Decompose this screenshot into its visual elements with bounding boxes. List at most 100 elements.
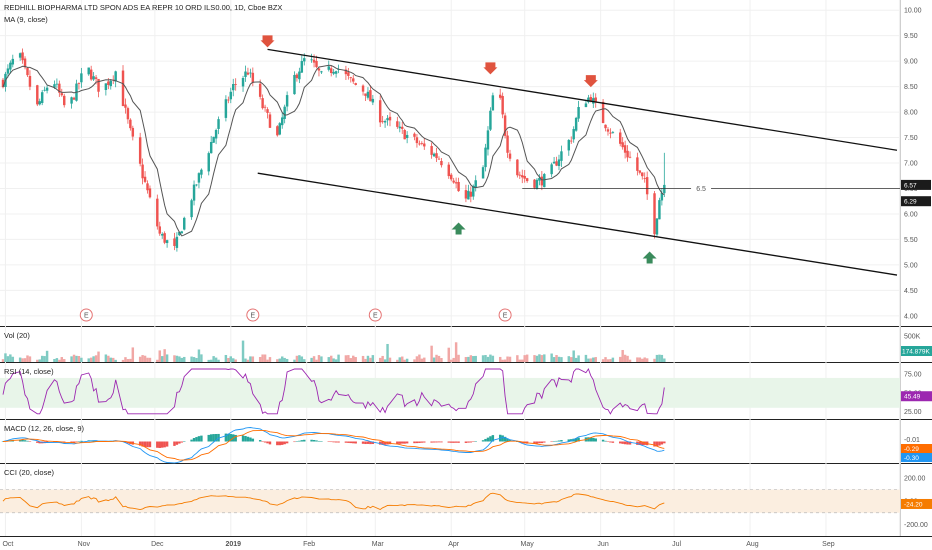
macd-histogram-bar bbox=[415, 441, 419, 444]
volume-bar bbox=[295, 355, 299, 362]
candle-body bbox=[574, 117, 578, 131]
volume-bar bbox=[229, 356, 233, 362]
macd-histogram-bar bbox=[261, 441, 264, 442]
macd-histogram-bar bbox=[653, 441, 656, 447]
volume-bar bbox=[398, 357, 402, 362]
macd-histogram-bar bbox=[200, 435, 203, 442]
candle-body bbox=[104, 83, 108, 90]
volume-bar bbox=[638, 357, 642, 362]
macd-histogram-bar bbox=[369, 441, 372, 445]
candle-body bbox=[173, 238, 176, 246]
candle-body bbox=[454, 182, 458, 184]
candle-body bbox=[329, 68, 333, 73]
candle-body bbox=[43, 89, 46, 91]
macd-histogram-bar bbox=[300, 440, 304, 442]
volume-bar bbox=[89, 357, 93, 362]
volume-bar bbox=[621, 349, 624, 362]
volume-bar bbox=[320, 356, 323, 362]
macd-histogram-bar bbox=[332, 441, 335, 443]
volume-bar bbox=[107, 355, 110, 362]
volume-bar bbox=[244, 358, 247, 362]
macd-histogram-bar bbox=[38, 441, 41, 444]
cci-line bbox=[2, 492, 665, 511]
candle-body bbox=[481, 167, 485, 179]
volume-bar bbox=[587, 358, 590, 362]
volume-bar bbox=[53, 358, 56, 362]
macd-histogram-bar bbox=[337, 441, 340, 443]
volume-bar bbox=[506, 356, 509, 362]
macd-histogram-bar bbox=[577, 437, 580, 442]
candle-body bbox=[180, 231, 184, 234]
candle-body bbox=[156, 198, 159, 227]
candle-body bbox=[557, 159, 561, 167]
macd-histogram-bar bbox=[234, 434, 237, 442]
volume-bar bbox=[347, 355, 350, 362]
volume-bar bbox=[403, 359, 406, 362]
volume-bar bbox=[214, 357, 218, 362]
candle-body bbox=[658, 200, 661, 220]
macd-histogram-bar bbox=[165, 441, 169, 447]
candle-body bbox=[643, 178, 646, 180]
volume-bar bbox=[415, 356, 419, 362]
macd-histogram-bar bbox=[469, 441, 473, 443]
candle-body bbox=[589, 97, 593, 102]
volume-bar bbox=[175, 355, 179, 362]
candle-body bbox=[131, 127, 135, 137]
macd-histogram-bar bbox=[663, 441, 666, 444]
time-axis-tick-label: May bbox=[521, 541, 535, 548]
candle-body bbox=[246, 72, 250, 75]
macd-histogram-bar bbox=[619, 441, 622, 444]
moving-average-line bbox=[2, 64, 665, 237]
macd-histogram-bar bbox=[474, 441, 477, 442]
volume-bar bbox=[23, 358, 27, 362]
candle-body bbox=[97, 78, 100, 92]
macd-histogram-bar bbox=[312, 439, 316, 442]
horizontal-level-label-background bbox=[691, 183, 712, 194]
macd-histogram-bar bbox=[178, 441, 181, 444]
volume-bar bbox=[369, 357, 372, 362]
price-axis-tick-label: 7.00 bbox=[904, 161, 918, 168]
macd-last-badge-background bbox=[901, 435, 932, 444]
macd-legend-label: MACD (12, 26, close, 9) bbox=[4, 424, 85, 433]
macd-histogram-bar bbox=[303, 439, 306, 442]
volume-bar bbox=[533, 355, 536, 362]
volume-bar bbox=[332, 358, 335, 362]
candle-body bbox=[28, 76, 32, 87]
macd-histogram-bar bbox=[276, 441, 279, 446]
volume-bar bbox=[447, 347, 450, 362]
volume-bar bbox=[9, 354, 12, 362]
price-axis-tick-label: 6.00 bbox=[904, 211, 918, 218]
candle-body bbox=[175, 236, 179, 248]
macd-histogram-bar bbox=[334, 441, 338, 443]
volume-bar bbox=[418, 354, 421, 362]
macd-histogram-bar bbox=[285, 441, 289, 444]
time-axis-tick-label: Oct bbox=[2, 541, 13, 548]
candle-body bbox=[77, 83, 81, 85]
candle-body bbox=[386, 118, 389, 121]
volume-bar bbox=[232, 358, 235, 362]
macd-histogram-bar bbox=[124, 441, 127, 443]
volume-bar bbox=[501, 359, 504, 362]
macd-histogram-bar bbox=[295, 441, 299, 442]
macd-histogram-bar bbox=[354, 441, 357, 444]
volume-bar bbox=[212, 356, 215, 362]
candle-body bbox=[232, 84, 235, 91]
candle-body bbox=[320, 71, 323, 73]
volume-bar bbox=[36, 359, 39, 362]
macd-histogram-bar bbox=[366, 441, 370, 444]
macd-histogram-bar bbox=[440, 441, 443, 443]
candle-body bbox=[489, 110, 492, 130]
volume-bar bbox=[489, 354, 492, 362]
macd-histogram-bar bbox=[405, 441, 409, 444]
macd-last-badge: -0.29 bbox=[904, 446, 919, 453]
candle-body bbox=[129, 119, 132, 129]
candle-body bbox=[663, 184, 666, 194]
macd-histogram-bar bbox=[214, 434, 218, 442]
volume-legend-label: Vol (20) bbox=[4, 331, 30, 340]
candle-body bbox=[121, 70, 125, 107]
volume-bar bbox=[430, 345, 433, 362]
volume-bar bbox=[498, 356, 502, 362]
macd-histogram-bar bbox=[418, 441, 421, 443]
time-axis-tick-label: Jul bbox=[672, 541, 681, 548]
volume-bar bbox=[601, 359, 605, 362]
